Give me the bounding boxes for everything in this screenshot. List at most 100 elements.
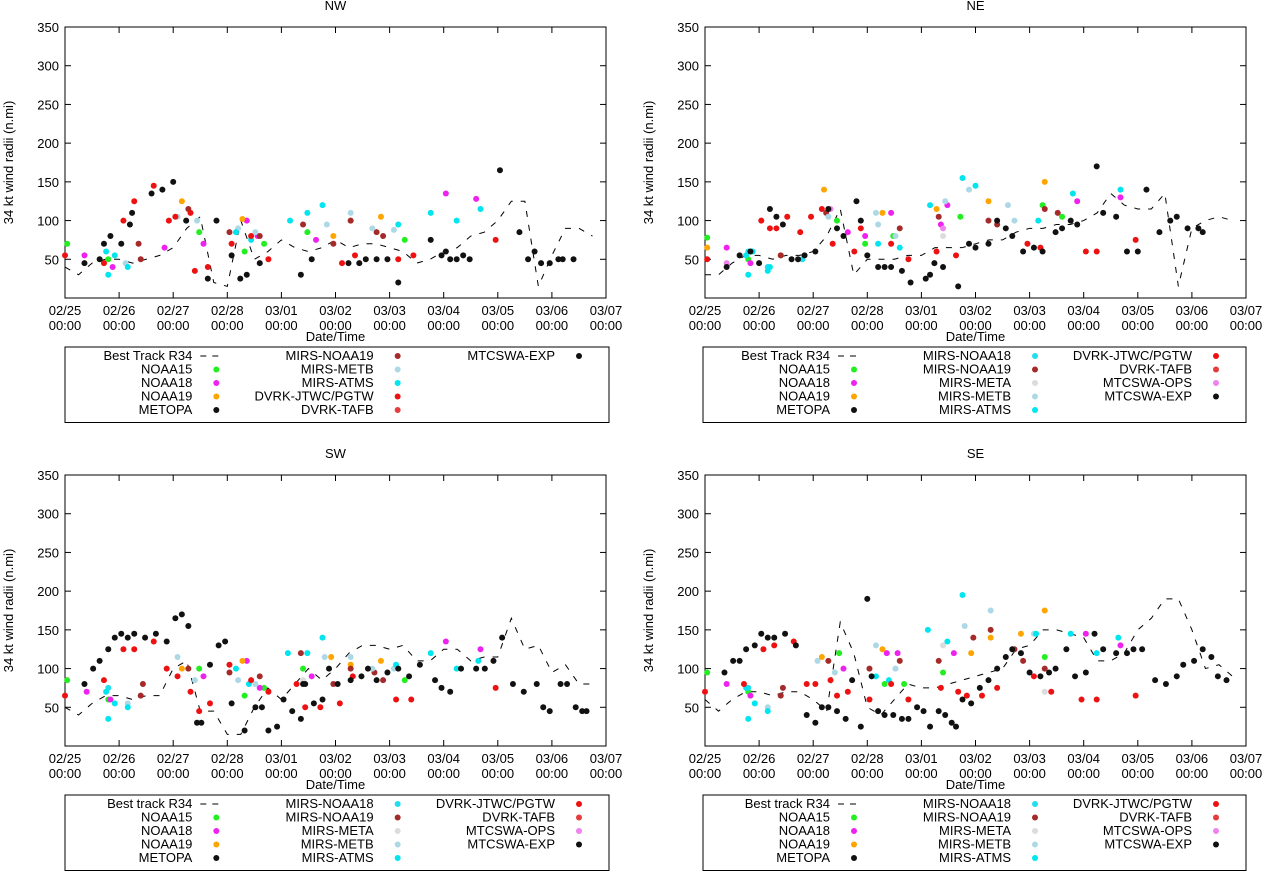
data-point xyxy=(898,715,905,722)
series-mtcswa-exp xyxy=(723,163,1206,290)
x-tick-time: 00:00 xyxy=(797,766,830,781)
x-tick-time: 00:00 xyxy=(689,766,722,781)
data-point xyxy=(777,252,784,259)
data-point xyxy=(228,700,235,707)
data-point xyxy=(1041,178,1048,185)
legend-label: MIRS-METB xyxy=(301,837,374,852)
x-tick-date: 03/03 xyxy=(1013,751,1046,766)
data-point xyxy=(1069,190,1076,197)
data-point xyxy=(328,653,335,660)
data-point xyxy=(818,653,825,660)
legend-label: NOAA18 xyxy=(141,823,192,838)
legend-label: DVRK-TAFB xyxy=(301,402,374,417)
data-point xyxy=(338,260,345,267)
data-point xyxy=(1052,229,1059,236)
x-tick-date: 03/03 xyxy=(373,303,406,318)
data-point xyxy=(313,236,320,243)
data-point xyxy=(1039,248,1046,255)
data-point xyxy=(1123,248,1130,255)
x-tick-date: 02/25 xyxy=(49,751,82,766)
series-mirs-atms xyxy=(743,592,1122,722)
x-tick-date: 03/04 xyxy=(1067,751,1100,766)
data-point xyxy=(777,692,784,699)
data-point xyxy=(1132,692,1139,699)
data-point xyxy=(319,696,326,703)
data-point xyxy=(905,696,912,703)
x-tick-time: 00:00 xyxy=(743,318,776,333)
data-point xyxy=(228,240,235,247)
data-point xyxy=(473,665,480,672)
data-point xyxy=(723,244,730,251)
y-tick-label: 50 xyxy=(685,252,699,267)
x-tick-time: 00:00 xyxy=(1067,766,1100,781)
data-point xyxy=(129,209,136,216)
y-tick-label: 100 xyxy=(37,662,59,677)
data-point xyxy=(747,692,754,699)
y-tick-label: 150 xyxy=(37,623,59,638)
legend-key-dot xyxy=(394,393,401,400)
data-point xyxy=(758,217,765,224)
data-point xyxy=(812,719,819,726)
data-point xyxy=(966,186,973,193)
data-point xyxy=(395,221,402,228)
data-point xyxy=(200,240,207,247)
y-tick-label: 250 xyxy=(37,97,59,112)
series-mirs-meta xyxy=(940,642,1048,695)
data-point xyxy=(970,634,977,641)
best-track-line xyxy=(64,616,593,735)
data-point xyxy=(1041,653,1048,660)
data-point xyxy=(490,657,497,664)
legend-key-dot xyxy=(394,841,401,848)
data-point xyxy=(862,240,869,247)
panel-ne: NE 34 kt wind radii (n.mi) 50 100 150 200 250 3… xyxy=(641,0,1262,423)
data-point xyxy=(959,174,966,181)
data-point xyxy=(447,256,454,263)
y-tick-label: 50 xyxy=(45,700,59,715)
series-mirs-metb xyxy=(825,186,1018,240)
x-tick-time: 00:00 xyxy=(1122,766,1155,781)
legend-label: MIRS-META xyxy=(939,375,1011,390)
data-point xyxy=(1162,681,1169,688)
data-point xyxy=(135,240,142,247)
data-point xyxy=(334,681,341,688)
series-noaa18 xyxy=(83,638,484,703)
data-point xyxy=(496,167,503,174)
x-tick-date: 03/01 xyxy=(265,303,298,318)
series-noaa18 xyxy=(723,630,1124,699)
data-point xyxy=(347,217,354,224)
x-tick-time: 00:00 xyxy=(851,318,884,333)
data-point xyxy=(137,692,144,699)
data-point xyxy=(185,665,192,672)
legend-label: DVRK-JTWC/PGTW xyxy=(255,389,375,404)
legend-label: MTCSWA-EXP xyxy=(1104,389,1192,404)
data-point xyxy=(473,195,480,202)
data-point xyxy=(1041,607,1048,614)
legend-key-dot xyxy=(1032,855,1038,861)
x-tick-time: 00:00 xyxy=(905,766,938,781)
x-tick-date: 02/28 xyxy=(851,303,884,318)
legend-key-dot xyxy=(1213,366,1219,373)
legend-label: METOPA xyxy=(139,402,193,417)
panel-title: SW xyxy=(325,446,347,461)
data-point xyxy=(888,209,895,216)
data-point xyxy=(525,256,532,263)
data-point xyxy=(358,673,365,680)
data-point xyxy=(546,708,553,715)
data-point xyxy=(892,233,899,240)
y-tick-label: 300 xyxy=(37,59,59,74)
data-point xyxy=(944,638,951,645)
data-point xyxy=(1167,217,1174,224)
legend-label: MIRS-NOAA18 xyxy=(286,796,374,811)
data-point xyxy=(196,708,203,715)
data-point xyxy=(888,681,895,688)
data-point xyxy=(293,681,300,688)
data-point xyxy=(875,708,882,715)
x-axis-label: Date/Time xyxy=(946,329,1005,344)
data-point xyxy=(442,248,449,255)
x-axis-label: Date/Time xyxy=(306,777,365,792)
x-axis-label: Date/Time xyxy=(946,777,1005,792)
data-point xyxy=(940,669,947,676)
data-point xyxy=(243,657,250,664)
data-point xyxy=(330,233,337,240)
data-point xyxy=(477,646,484,653)
